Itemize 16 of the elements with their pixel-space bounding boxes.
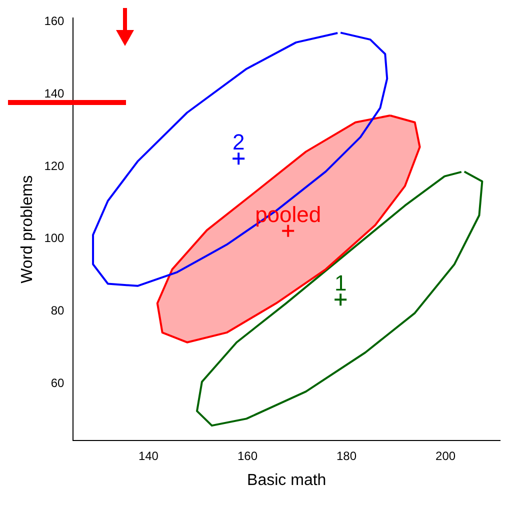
point <box>232 152 246 166</box>
x-axis-title: Basic math <box>247 472 326 489</box>
series-label: 1 <box>334 270 347 296</box>
y-tick-label: 60 <box>50 376 65 390</box>
y-tick-label: 160 <box>44 14 65 28</box>
y-axis-title: Word problems <box>19 175 36 284</box>
y-tick-label: 140 <box>44 86 65 100</box>
x-tick-label: 200 <box>436 448 456 463</box>
y-tick-label: 80 <box>50 304 65 318</box>
y-tick-label: 120 <box>44 158 65 173</box>
x-tick-label: 160 <box>237 448 258 463</box>
x-tick-label: 180 <box>336 448 357 463</box>
y-tick-label: 100 <box>44 231 65 246</box>
x-tick-label: 140 <box>138 448 159 463</box>
point <box>334 292 348 307</box>
series-label: 2 <box>232 130 245 155</box>
